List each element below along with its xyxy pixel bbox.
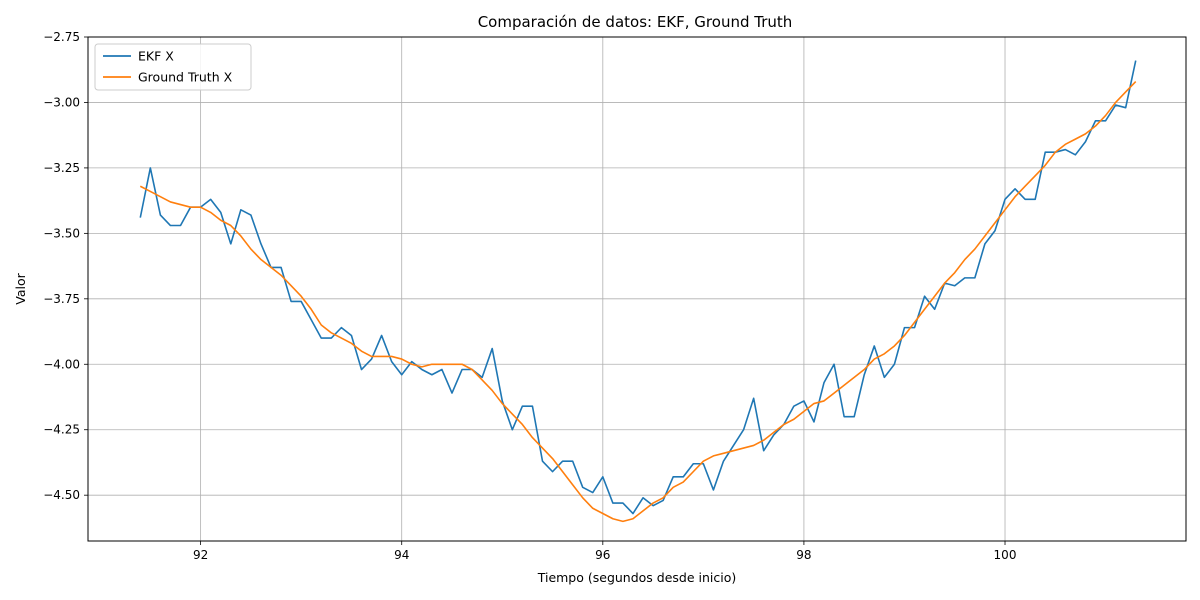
legend: EKF X Ground Truth X	[94, 43, 252, 91]
x-tick-label: 92	[193, 548, 208, 562]
y-tick-label: −4.50	[43, 488, 80, 502]
y-tick-label: −3.50	[43, 226, 80, 240]
y-tick-label: −3.25	[43, 161, 80, 175]
y-tick-label: −2.75	[43, 30, 80, 44]
legend-box	[94, 43, 252, 91]
plot-frame	[87, 36, 1187, 542]
y-tick-label: −4.00	[43, 357, 80, 371]
legend-entry-label: EKF X	[138, 49, 174, 64]
chart-title: Comparación de datos: EKF, Ground Truth	[478, 13, 793, 31]
y-tick-label: −3.75	[43, 292, 80, 306]
x-axis-label: Tiempo (segundos desde inicio)	[537, 570, 737, 585]
grid-lines	[88, 36, 1186, 541]
series-lines	[139, 60, 1137, 523]
x-tick-label: 98	[796, 548, 811, 562]
y-tick-label: −4.25	[43, 423, 80, 437]
x-tick-label: 96	[595, 548, 610, 562]
y-tick-label: −3.00	[43, 95, 80, 109]
y-axis-label: Valor	[13, 272, 28, 304]
x-tick-label: 94	[394, 548, 409, 562]
legend-entry-label: Ground Truth X	[138, 70, 233, 85]
axis-ticks: 92 94 96 98 100 −2.75 −3.00 −3.25 −3.50 −3.75 −4.0…	[43, 30, 1016, 562]
x-tick-label: 100	[994, 548, 1017, 562]
series-line-ekf-x	[139, 60, 1137, 515]
series-line-ground-truth-x	[139, 80, 1137, 523]
